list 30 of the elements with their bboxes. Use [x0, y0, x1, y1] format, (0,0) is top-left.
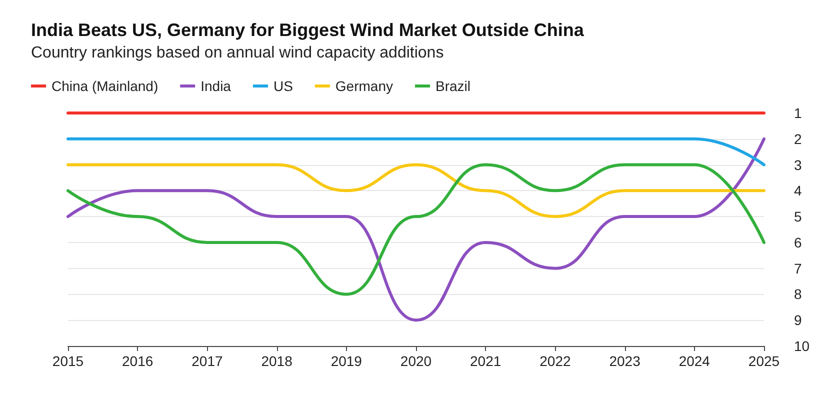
y-tick-label: 1 — [794, 105, 802, 121]
legend-label: India — [200, 78, 232, 94]
legend-label: Germany — [335, 78, 393, 94]
y-tick-label: 5 — [794, 208, 802, 225]
x-tick-label: 2019 — [330, 353, 362, 369]
chart-subtitle: Country rankings based on annual wind capacity additions — [31, 44, 444, 62]
y-tick-label: 7 — [794, 260, 802, 276]
legend-label: Brazil — [435, 78, 470, 94]
x-tick-label: 2021 — [470, 353, 502, 369]
y-tick-label: 2 — [794, 130, 802, 147]
y-tick-label: 6 — [794, 234, 802, 250]
y-tick-label: 3 — [794, 156, 802, 173]
x-tick-label: 2016 — [122, 353, 154, 369]
x-tick-label: 2015 — [52, 353, 84, 369]
x-tick-label: 2017 — [192, 353, 223, 369]
line-series — [66, 163, 766, 296]
y-tick-label: 8 — [794, 286, 802, 302]
x-tick-label: 2023 — [609, 353, 641, 369]
legend-label: US — [273, 78, 293, 94]
x-tick-label: 2020 — [400, 353, 432, 369]
line-series — [66, 137, 766, 322]
x-tick-label: 2018 — [261, 353, 293, 369]
y-tick-label: 4 — [794, 182, 802, 199]
y-tick-label: 10 — [794, 338, 810, 354]
x-tick-label: 2024 — [678, 353, 710, 369]
y-tick-label: 9 — [794, 312, 802, 328]
legend-label: China (Mainland) — [52, 78, 158, 94]
chart-title: India Beats US, Germany for Biggest Wind Market Outside China — [31, 20, 585, 40]
x-tick-label: 2022 — [540, 353, 571, 369]
x-tick-label: 2025 — [748, 353, 780, 369]
